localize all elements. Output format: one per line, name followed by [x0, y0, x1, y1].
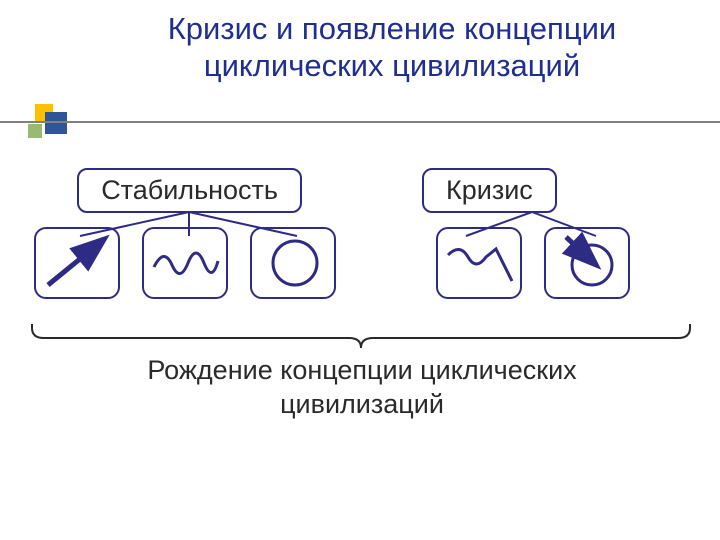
connectors-icon: [34, 212, 690, 242]
stability-box: Стабильность: [77, 168, 302, 213]
title-line2: циклических цивилизаций: [204, 48, 580, 83]
crisis-label: Кризис: [446, 175, 533, 205]
labels-row: Стабильность Кризис: [34, 168, 690, 213]
page-title: Кризис и появление концепции циклических…: [82, 10, 702, 84]
bracket: [28, 324, 694, 357]
title-line1: Кризис и появление концепции: [168, 11, 616, 46]
diagram: Стабильность Кризис Рождение концепции ц…: [34, 168, 690, 299]
crisis-box: Кризис: [422, 168, 557, 213]
caption: Рождение концепции циклических цивилизац…: [34, 354, 690, 422]
stability-label: Стабильность: [101, 175, 278, 205]
decor-squares-icon: [0, 86, 80, 146]
caption-line1: Рождение концепции циклических: [147, 355, 576, 385]
horizontal-rule: [0, 121, 720, 123]
caption-line2: цивилизаций: [280, 389, 444, 419]
